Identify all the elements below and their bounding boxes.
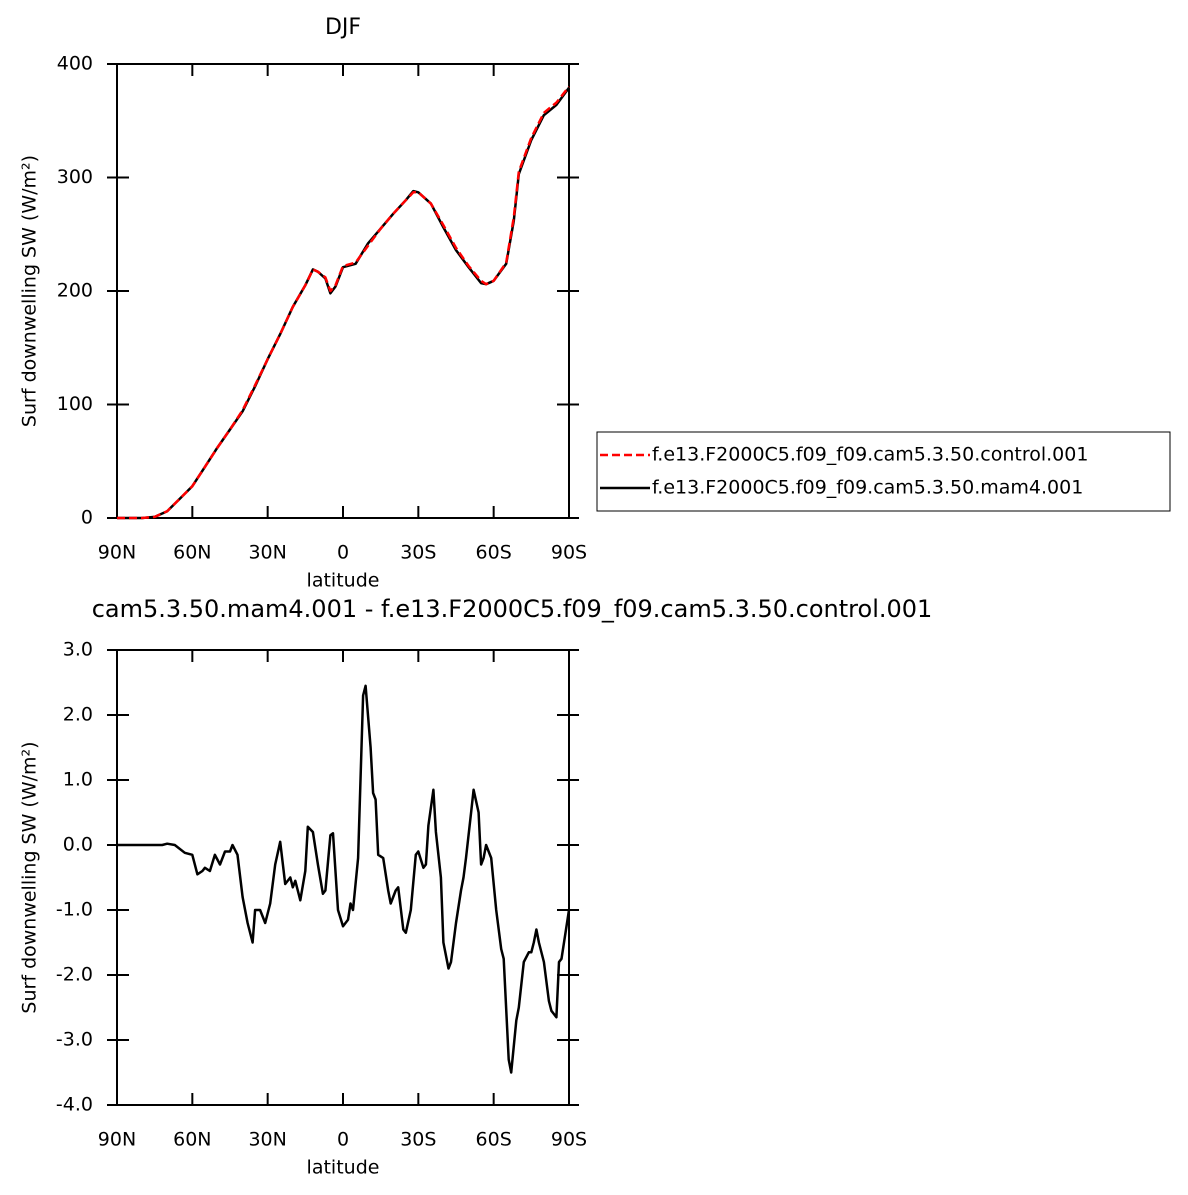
y-tick-label: 0	[81, 507, 93, 529]
y-tick-label: -2.0	[56, 964, 93, 986]
y-tick-label: -3.0	[56, 1029, 93, 1051]
plot-frame	[116, 63, 570, 519]
data-line	[117, 85, 570, 520]
y-tick-label: -1.0	[56, 899, 93, 921]
x-tick-label: 30S	[400, 542, 436, 564]
y-tick-label: 400	[57, 53, 93, 75]
plot-frame	[116, 649, 570, 1106]
legend-label: f.e13.F2000C5.f09_f09.cam5.3.50.control.…	[652, 444, 1088, 466]
data-line	[117, 684, 571, 1074]
y-tick-label: -4.0	[56, 1094, 93, 1116]
x-tick-label: 30S	[400, 1129, 436, 1151]
y-tick-label: 0.0	[63, 834, 93, 856]
x-tick-label: 60N	[173, 542, 211, 564]
legend-box	[596, 431, 1171, 512]
x-tick-label: 60S	[476, 1129, 512, 1151]
y-axis-label: Surf downwelling SW (W/m²)	[19, 741, 41, 1013]
x-tick-label: 60S	[476, 542, 512, 564]
data-line	[117, 87, 571, 520]
x-tick-label: 30N	[248, 542, 286, 564]
y-tick-label: 1.0	[63, 769, 93, 791]
x-tick-label: 90N	[98, 542, 136, 564]
y-tick-label: 100	[57, 393, 93, 415]
x-axis-label: latitude	[307, 570, 380, 592]
chart-title: cam5.3.50.mam4.001 - f.e13.F2000C5.f09_f…	[92, 595, 933, 623]
x-tick-label: 90S	[551, 1129, 587, 1151]
y-tick-label: 200	[57, 280, 93, 302]
y-tick-label: 300	[57, 166, 93, 188]
chart-title: DJF	[325, 15, 361, 40]
x-tick-label: 60N	[173, 1129, 211, 1151]
x-tick-label: 0	[337, 1129, 349, 1151]
legend-label: f.e13.F2000C5.f09_f09.cam5.3.50.mam4.001	[652, 477, 1083, 499]
x-tick-label: 30N	[248, 1129, 286, 1151]
x-tick-label: 0	[337, 542, 349, 564]
x-tick-label: 90S	[551, 542, 587, 564]
y-tick-label: 3.0	[63, 639, 93, 661]
x-axis-label: latitude	[307, 1157, 380, 1179]
x-tick-label: 90N	[98, 1129, 136, 1151]
y-axis-label: Surf downwelling SW (W/m²)	[19, 155, 41, 427]
y-tick-label: 2.0	[63, 704, 93, 726]
